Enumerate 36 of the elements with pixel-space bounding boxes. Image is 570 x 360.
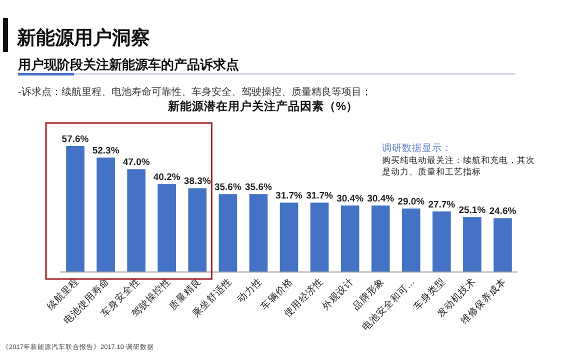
bar — [340, 206, 360, 272]
bar — [494, 218, 512, 272]
data-label: 24.6% — [489, 206, 517, 218]
text: -诉求点：续航里程、电池寿命可靠性、车身安全、驾驶操控、质量精良等项目； — [18, 86, 372, 98]
bar — [96, 158, 115, 272]
bar — [249, 194, 268, 272]
bar — [310, 202, 329, 272]
data-label: 38.3% — [184, 176, 212, 188]
data-label: 31.7% — [306, 190, 334, 202]
data-label: 30.4% — [336, 194, 364, 204]
bar — [188, 188, 207, 272]
annotation: 调研数据显示： — [382, 142, 452, 154]
bar — [463, 217, 482, 272]
bar — [158, 184, 176, 272]
data-label: 52.3% — [92, 146, 120, 157]
annotation: 购买纯电动最关注：续航和充电，其次是动力、质量和工艺指标 — [382, 155, 535, 176]
data-label: 31.7% — [276, 190, 304, 202]
bar — [66, 146, 84, 272]
data-label: 30.4% — [367, 194, 395, 204]
data-label: 40.2% — [153, 172, 181, 184]
data-label: 29.0% — [398, 196, 426, 208]
chart-subtitle: 用户现阶段关注新能源车的产品诉求点 — [17, 57, 239, 72]
bar — [127, 169, 146, 272]
data-label: 25.1% — [458, 205, 486, 216]
data-label: 35.6% — [245, 182, 272, 194]
bar — [280, 202, 298, 272]
bar — [432, 211, 451, 272]
data-label: 57.6% — [62, 134, 90, 145]
chart-title: 新能源用户洞察 — [16, 27, 150, 49]
bar — [371, 206, 390, 272]
data-label: 27.7% — [428, 199, 456, 210]
bar — [402, 208, 420, 272]
data-label: 47.0% — [122, 157, 150, 168]
data-label: 35.6% — [214, 182, 242, 194]
bar — [218, 194, 238, 272]
text: 新能源潜在用户关注产品因素（%） — [166, 99, 358, 113]
